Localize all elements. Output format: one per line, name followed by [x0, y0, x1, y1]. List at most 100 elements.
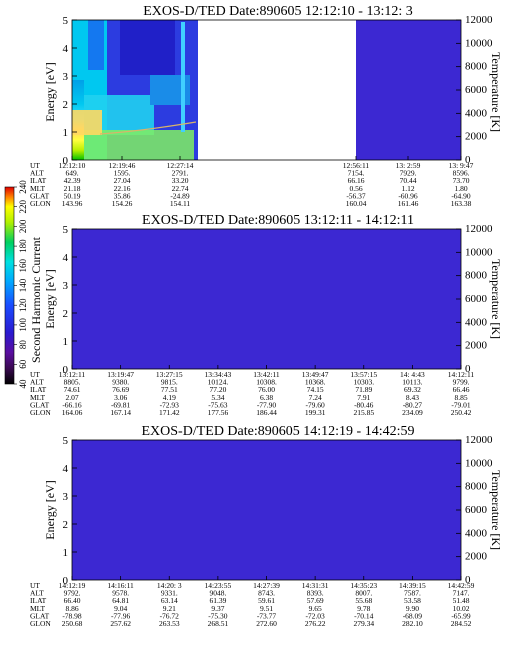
panel-3-ephemeris-cell: 263.53 — [159, 619, 180, 628]
panel-1-ephemeris-cell: 7929. — [400, 169, 417, 178]
panel-1-y2tick-label: 0 — [465, 154, 471, 166]
panel-3-ephemeris-cell: 57.69 — [307, 596, 324, 605]
panel-1-ephemeris-cell: 73.70 — [453, 176, 470, 185]
panel-1-ephemeris-row-label: GLAT — [30, 191, 50, 200]
panel-1-ephemeris-cell: 13: 9:47 — [449, 161, 474, 170]
panel-2-ephemeris-cell: 13:19:47 — [107, 370, 134, 379]
panel-3-y2tick-label: 4000 — [465, 527, 488, 539]
panel-3-ephemeris-cell: -77.96 — [111, 611, 131, 620]
panel-1-ephemeris-cell: -64.90 — [451, 191, 471, 200]
panel-1-y2tick-label: 8000 — [465, 61, 488, 73]
panel-3-spectrogram — [71, 439, 462, 581]
panel-3-ephemeris-cell: 53.58 — [404, 596, 421, 605]
panel-1-ephemeris-cell: 143.96 — [62, 199, 83, 208]
panel-2-ephemeris-cell: -79.60 — [305, 400, 325, 409]
panel-2-y2tick-label: 6000 — [465, 293, 488, 305]
panel-2-ephemeris-cell: 13:27:15 — [156, 370, 183, 379]
panel-1-ephemeris-cell: 66.16 — [348, 176, 365, 185]
panel-3-ytick-label: 4 — [63, 463, 69, 475]
panel-3-ephemeris-cell: -78.98 — [62, 611, 82, 620]
panel-1-ephemeris-cell: 1595. — [114, 169, 131, 178]
panel-3-ephemeris-cell: 9578. — [112, 589, 129, 598]
panel-3-y2tick-label: 8000 — [465, 481, 488, 493]
panel-2-ephemeris-row-label: UT — [30, 370, 40, 379]
panel-2-ephemeris-cell: 8805. — [64, 378, 81, 387]
panel-1: EXOS-D/TED Date:890605 12:12:10 - 13:12:… — [30, 4, 503, 208]
panel-1-data-gap — [198, 20, 356, 160]
panel-2-ephemeris-cell: 6.38 — [260, 393, 273, 402]
panel-1-temperature-curve — [99, 121, 197, 135]
colorbar-label: Second Harmonic Current — [29, 236, 43, 363]
panel-2-ytick-label: 5 — [63, 224, 69, 236]
panel-2-y2label: Temperature [K] — [489, 259, 503, 339]
colorbar-scale — [4, 186, 15, 385]
panel-2-ytick-label: 1 — [63, 336, 69, 348]
panel-1-ytick-label: 1 — [63, 127, 69, 139]
panel-3-ephemeris-cell: 8743. — [258, 589, 275, 598]
panel-3-ephemeris-cell: 7147. — [453, 589, 470, 598]
panel-1-ephemeris-cell: 42.39 — [64, 176, 81, 185]
panel-1-ephemeris-cell: 12:19:46 — [109, 161, 136, 170]
panel-1-ephemeris-cell: 8596. — [453, 169, 470, 178]
panel-1-ephemeris-cell: 22.74 — [172, 184, 189, 193]
panel-1-y2tick-label: 4000 — [465, 107, 488, 119]
panel-3-ephemeris-cell: 7587. — [404, 589, 421, 598]
panel-2-ephemeris-cell: -72.93 — [160, 400, 180, 409]
panel-3-ephemeris-cell: 9.51 — [260, 604, 273, 613]
panel-3-ephemeris-cell: 55.68 — [355, 596, 372, 605]
panel-2-ytick-label: 0 — [63, 364, 69, 376]
panel-2-ephemeris-cell: 234.09 — [402, 408, 423, 417]
panel-1-ephemeris-cell: 13: 2:59 — [396, 161, 421, 170]
panel-2-ytick-label: 3 — [63, 280, 69, 292]
panel-2-ephemeris-cell: 177.56 — [208, 408, 229, 417]
panel-1-ephemeris-cell: 50.19 — [64, 191, 81, 200]
panel-2-ephemeris-row-label: GLAT — [30, 400, 50, 409]
panel-2-ytick-label: 4 — [63, 252, 69, 264]
panel-2-ephemeris-cell: 164.06 — [62, 408, 83, 417]
panel-2-ephemeris-cell: 13:42:11 — [253, 370, 280, 379]
panel-1-spectrum-spike — [181, 22, 185, 132]
panel-2-ephemeris-cell: 2.07 — [65, 393, 78, 402]
panel-2-ephemeris-cell: -80.46 — [354, 400, 374, 409]
panel-1-y2label: Temperature [K] — [489, 52, 503, 132]
panel-1-ephemeris-row-label: ALT — [30, 169, 44, 178]
panel-3-ephemeris-row-label: ILAT — [30, 596, 47, 605]
panel-2-y2tick-label: 0 — [465, 363, 471, 375]
panel-2-ephemeris-cell: 74.15 — [307, 385, 324, 394]
panel-3-ephemeris-cell: 9.90 — [406, 604, 419, 613]
panel-1-ephemeris-cell: 2791. — [172, 169, 189, 178]
panel-3-y2label: Temperature [K] — [489, 470, 503, 550]
panel-2-y2tick-label: 10000 — [465, 246, 493, 258]
panel-1-ephemeris-cell: 161.46 — [398, 199, 419, 208]
panel-2-ephemeris-cell: 9799. — [453, 378, 470, 387]
panel-1-ephemeris-cell: 154.11 — [170, 199, 191, 208]
panel-2-ephemeris-cell: 171.42 — [159, 408, 180, 417]
panel-1-ephemeris-cell: 27.04 — [114, 176, 131, 185]
panel-2-ephemeris-cell: 76.00 — [258, 385, 275, 394]
colorbar-tick-label: 200 — [18, 219, 28, 233]
panel-2-ephemeris-cell: 10303. — [353, 378, 374, 387]
panel-3-ephemeris-cell: 63.14 — [161, 596, 178, 605]
panel-3-ephemeris-cell: 14:39:15 — [399, 581, 426, 590]
colorbar-tick-label: 40 — [18, 379, 28, 389]
panel-2-ephemeris-cell: 4.19 — [163, 393, 176, 402]
panel-1-y2tick-label: 6000 — [465, 84, 488, 96]
panel-2-ephemeris-cell: -80.27 — [403, 400, 423, 409]
panel-1-ytick-label: 0 — [63, 155, 69, 167]
panel-3-ephemeris-row-label: GLAT — [30, 611, 50, 620]
panel-3-ephemeris-cell: 14:12:19 — [59, 581, 86, 590]
panel-3-ephemeris-cell: 9048. — [209, 589, 226, 598]
panel-2-ephemeris-cell: 76.69 — [112, 385, 129, 394]
panel-2-ephemeris-cell: 9380. — [112, 378, 129, 387]
panel-3-ephemeris-cell: -73.77 — [257, 611, 277, 620]
panel-3-ephemeris-cell: 8.86 — [65, 604, 78, 613]
panel-1-spectrum-lowE-green — [84, 130, 194, 160]
panel-2-ephemeris-cell: 8.85 — [454, 393, 467, 402]
panel-3-ephemeris-cell: 59.61 — [258, 596, 275, 605]
panel-3-ephemeris-cell: -65.99 — [451, 611, 471, 620]
panel-3-ephemeris-cell: -72.03 — [305, 611, 325, 620]
panel-3-ephemeris-cell: 8393. — [307, 589, 324, 598]
